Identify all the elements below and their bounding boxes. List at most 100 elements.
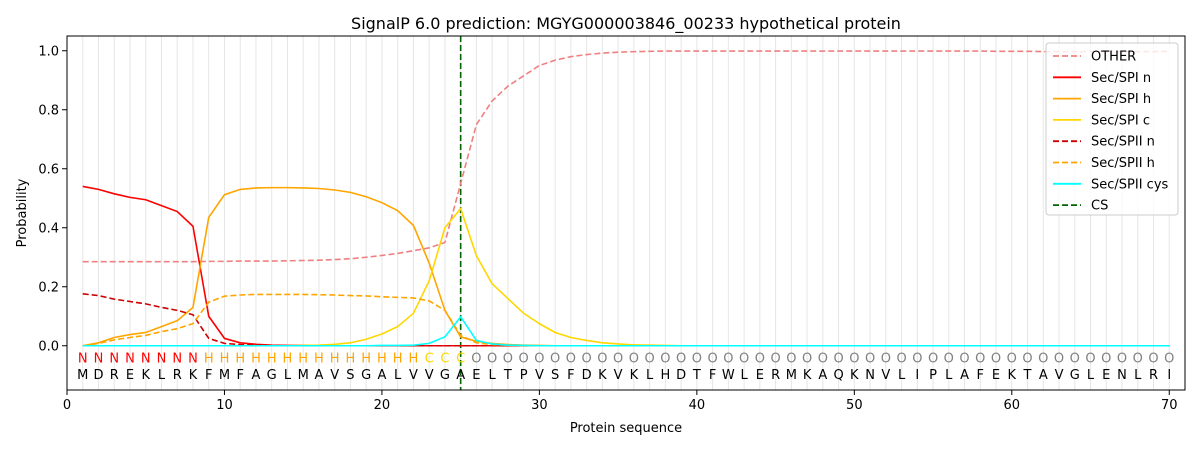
residue-label: M [786, 368, 797, 383]
residue-label: D [93, 368, 103, 383]
residue-label: A [456, 368, 465, 383]
region-label: N [141, 352, 151, 367]
residue-label: A [252, 368, 261, 383]
y-tick-label: 1.0 [38, 44, 59, 59]
series-line-sec-spi-c [82, 206, 1170, 347]
residue-label: E [1102, 368, 1110, 383]
residue-label: V [1055, 368, 1064, 383]
residue-label: L [646, 368, 654, 383]
region-label: H [220, 352, 230, 367]
region-label: O [676, 352, 686, 367]
region-label: N [94, 352, 104, 367]
x-axis-ticks: 0 10 20 30 40 50 60 70 [63, 390, 1178, 413]
residue-label: I [1167, 368, 1171, 383]
residue-label: K [598, 368, 607, 383]
region-label: C [425, 352, 434, 367]
series-line-other [82, 50, 1170, 263]
region-label: O [1038, 352, 1048, 367]
residue-label: V [614, 368, 623, 383]
region-label: O [487, 352, 497, 367]
residue-label: D [676, 368, 686, 383]
region-label: O [1022, 352, 1032, 367]
residue-label: F [567, 368, 574, 383]
region-label: O [503, 352, 513, 367]
region-label: N [109, 352, 119, 367]
residue-label: T [692, 368, 701, 383]
residue-label: F [205, 368, 212, 383]
x-tick-label: 30 [531, 398, 548, 413]
residue-label: V [881, 368, 890, 383]
residue-label: G [440, 368, 450, 383]
region-label: O [1085, 352, 1095, 367]
x-tick-label: 20 [374, 398, 391, 413]
residue-label: M [298, 368, 309, 383]
residue-label: K [850, 368, 859, 383]
region-label: H [409, 352, 419, 367]
legend-entry: Sec/SPII n [1091, 135, 1155, 150]
y-tick-label: 0.0 [38, 339, 59, 354]
region-label: O [1117, 352, 1127, 367]
sequence-residues: NMNDNRNENKNLNRNKHFHMHFHAHGHLHMHAHVHSHGHA… [77, 352, 1174, 384]
region-label: O [944, 352, 954, 367]
x-tick-label: 70 [1161, 398, 1178, 413]
legend-entry: Sec/SPII h [1091, 156, 1155, 171]
region-label: O [739, 352, 749, 367]
region-label: O [786, 352, 796, 367]
region-label: N [188, 352, 198, 367]
residue-label: V [330, 368, 339, 383]
region-label: C [440, 352, 449, 367]
grid-lines [82, 36, 1170, 390]
region-label: O [1007, 352, 1017, 367]
region-label: H [361, 352, 371, 367]
region-label: O [849, 352, 859, 367]
residue-label: L [1087, 368, 1095, 383]
residue-label: N [1117, 368, 1127, 383]
region-label: O [534, 352, 544, 367]
residue-label: G [361, 368, 371, 383]
region-label: O [912, 352, 922, 367]
region-label: O [566, 352, 576, 367]
region-label: H [377, 352, 387, 367]
region-label: O [975, 352, 985, 367]
x-tick-label: 10 [216, 398, 233, 413]
region-label: O [770, 352, 780, 367]
region-label: H [298, 352, 308, 367]
residue-label: E [992, 368, 1000, 383]
region-label: O [1148, 352, 1158, 367]
residue-label: V [425, 368, 434, 383]
region-label: O [755, 352, 765, 367]
residue-label: G [1070, 368, 1080, 383]
residue-label: S [551, 368, 559, 383]
residue-label: A [1039, 368, 1048, 383]
residue-label: L [394, 368, 402, 383]
region-label: H [314, 352, 324, 367]
residue-label: K [141, 368, 150, 383]
residue-label: E [756, 368, 764, 383]
residue-label: K [803, 368, 812, 383]
legend-entry: CS [1091, 199, 1108, 214]
residue-label: K [630, 368, 639, 383]
region-label: O [582, 352, 592, 367]
legend-entry: Sec/SPI h [1091, 92, 1151, 107]
region-label: O [660, 352, 670, 367]
region-label: O [865, 352, 875, 367]
region-label: O [471, 352, 481, 367]
region-label: H [204, 352, 214, 367]
region-label: O [1133, 352, 1143, 367]
plot-frame [66, 35, 1186, 391]
residue-label: F [709, 368, 716, 383]
region-label: O [959, 352, 969, 367]
residue-label: V [409, 368, 418, 383]
residue-label: L [489, 368, 497, 383]
region-label: H [267, 352, 277, 367]
residue-label: R [771, 368, 780, 383]
region-label: O [707, 352, 717, 367]
y-tick-label: 0.4 [38, 221, 59, 236]
region-label: O [1164, 352, 1174, 367]
region-label: H [330, 352, 340, 367]
y-axis-label: Probability [15, 178, 30, 247]
residue-label: R [110, 368, 119, 383]
region-label: O [1101, 352, 1111, 367]
